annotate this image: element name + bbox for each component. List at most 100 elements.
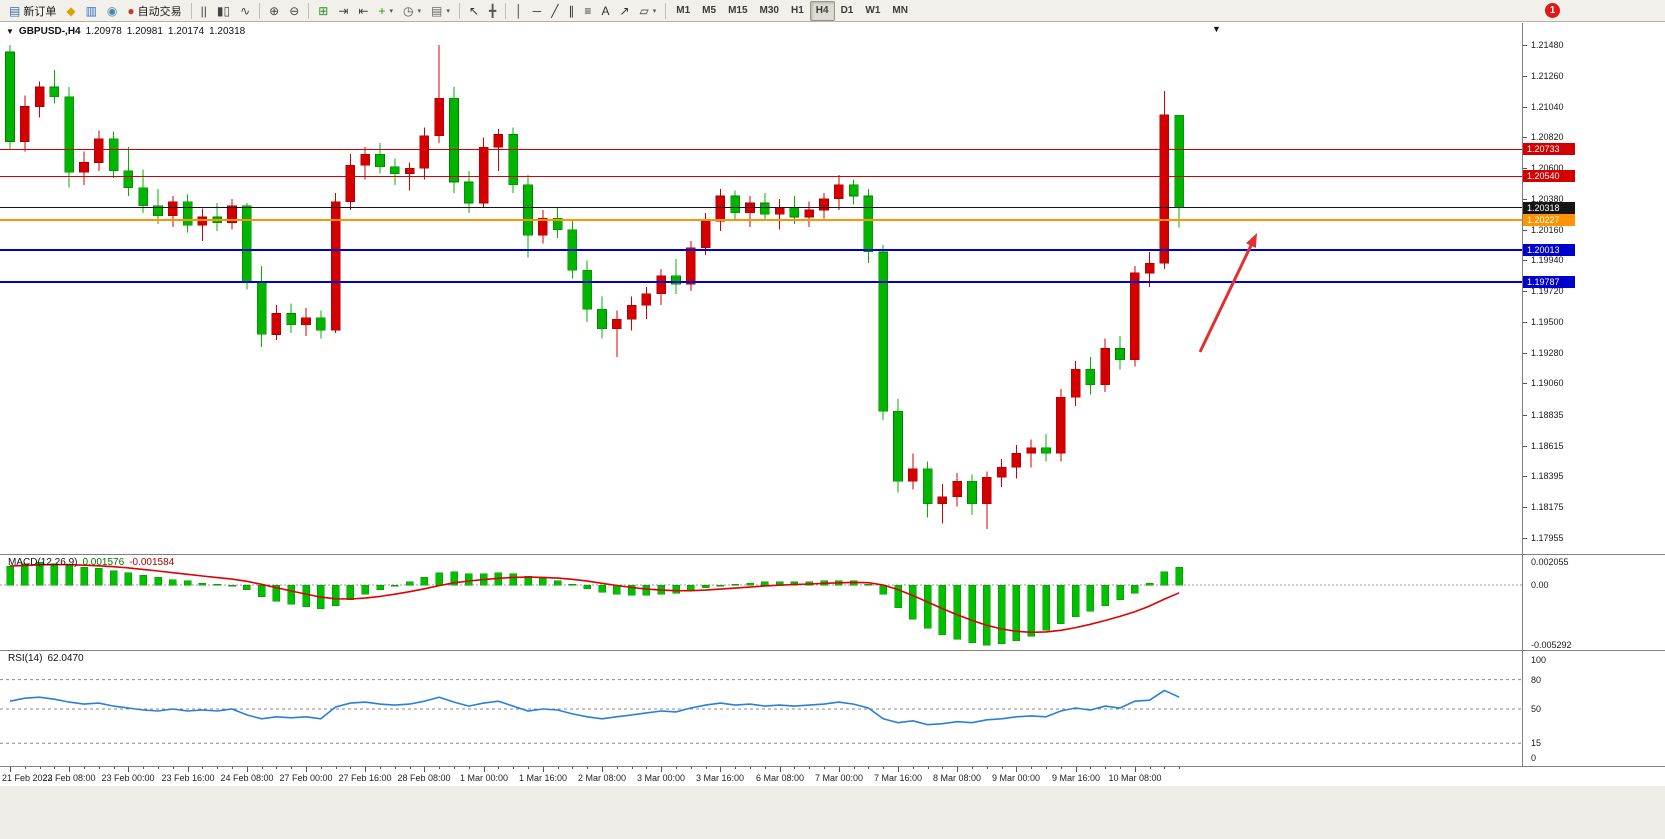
text-button[interactable]: A [596, 1, 614, 21]
bar-chart-button[interactable]: || [196, 1, 212, 21]
macd-bar [1027, 584, 1035, 637]
time-axis-minor-tick [750, 767, 751, 769]
new-order-button[interactable]: ▤ 新订单 [4, 1, 61, 21]
timeframe-m15-button[interactable]: M15 [728, 5, 748, 16]
horizontal-line-button[interactable]: ─ [528, 1, 547, 21]
candle [848, 184, 859, 197]
time-axis-minor-tick [632, 767, 633, 769]
macd-bar [1071, 584, 1080, 618]
indicators-button[interactable]: + ▾ [373, 1, 398, 21]
price-axis[interactable]: 1.21480 1.21260 1.21040 1.20820 1.20600 1.203… [1522, 23, 1665, 766]
rsi-indicator-svg [0, 651, 1522, 766]
time-axis-minor-tick [498, 767, 499, 769]
timeframe-m5-button[interactable]: M5 [702, 5, 717, 16]
time-axis-minor-tick [1164, 767, 1165, 769]
crosshair-button[interactable]: ╋ [484, 1, 501, 21]
candle [1130, 272, 1140, 360]
trendline-button[interactable]: ╱ [546, 1, 563, 21]
notification-badge[interactable]: 1 [1545, 3, 1560, 18]
candle [967, 480, 977, 504]
time-axis-label: 7 Mar 16:00 [873, 773, 923, 783]
time-axis[interactable]: 21 Feb 2023 22 Feb 08:00 23 Feb 00:00 23 Fe… [0, 766, 1665, 786]
arrows-button[interactable]: ↗ [614, 1, 634, 21]
candle [626, 304, 637, 320]
zoom-in-button[interactable]: ⊕ [264, 1, 284, 21]
cursor-button[interactable]: ↖ [464, 1, 484, 21]
candle [138, 187, 148, 207]
toolbar: ▤ 新订单 ◆ ▥ ◉ ● 自动交易 || ▮▯ ∿ ⊕ ⊖ ⊞ ⇥ ⇤ + ▾ ◷ ▾ ▤ ▾ ↖ ╋ │ ─ ╱ ∥ ≡ A ↗ ▱ ▾ M… [0, 0, 1665, 22]
macd-bar [1012, 584, 1021, 641]
time-axis-minor-tick [928, 767, 929, 769]
ohlc-open: 1.20978 [85, 26, 122, 37]
macd-bar [243, 584, 251, 590]
price-axis-label: 1.21040 [1531, 102, 1564, 112]
shapes-button[interactable]: ▱ ▾ [635, 1, 662, 21]
candlestick-chart-button[interactable]: ▮▯ [212, 1, 235, 21]
new-chart-button[interactable]: ◆ [61, 1, 80, 21]
price-tag: 1.20733 [1523, 143, 1575, 155]
pane-divider[interactable] [0, 554, 1665, 555]
time-axis-label: 28 Feb 08:00 [397, 773, 451, 783]
price-axis-tick [1523, 353, 1527, 354]
candle [508, 134, 519, 186]
timeframe-h4-button[interactable]: H4 [809, 0, 835, 21]
line-chart-button[interactable]: ∿ [235, 1, 255, 21]
time-axis-minor-tick [824, 767, 825, 769]
macd-bar [124, 572, 133, 586]
tile-windows-button[interactable]: ⊞ [313, 1, 333, 21]
price-tag: 1.20540 [1523, 170, 1575, 182]
timeframe-d1-button[interactable]: D1 [840, 5, 854, 16]
timeframe-m30-button[interactable]: M30 [759, 5, 779, 16]
timeframe-h1-button[interactable]: H1 [790, 5, 804, 16]
candle [833, 184, 844, 200]
templates-button[interactable]: ▤ ▾ [426, 1, 455, 21]
candle [996, 466, 1007, 478]
vertical-line-button[interactable]: │ [510, 1, 528, 21]
time-axis-minor-tick [173, 767, 174, 769]
price-axis-label: 1.18835 [1531, 410, 1564, 420]
pane-divider[interactable] [0, 650, 1665, 651]
candle [301, 317, 311, 326]
price-axis-label: 1.19500 [1531, 317, 1564, 327]
time-axis-minor-tick [469, 767, 470, 769]
timeframe-w1-button[interactable]: W1 [865, 5, 881, 16]
fibonacci-icon: ≡ [584, 3, 592, 18]
arrow-object[interactable] [1198, 240, 1255, 353]
autotrading-button[interactable]: ● 自动交易 [122, 1, 186, 21]
timeframe-m1-button[interactable]: M1 [676, 5, 691, 16]
macd-bar [909, 584, 917, 620]
time-axis-minor-tick [691, 767, 692, 769]
chart-context-icon[interactable]: ▼ [6, 27, 14, 36]
candle [907, 468, 918, 482]
time-axis-minor-tick [646, 767, 647, 769]
candlestick-chart-icon: ▮▯ [216, 3, 231, 18]
time-axis-label: 1 Mar 00:00 [459, 773, 509, 783]
timeframe-mn-button[interactable]: MN [892, 5, 908, 16]
chart-shift-marker[interactable]: ▼ [1212, 24, 1221, 34]
fibonacci-button[interactable]: ≡ [579, 1, 596, 21]
macd-bar [1086, 584, 1095, 612]
candle [1070, 369, 1081, 398]
navigator-button[interactable]: ◉ [102, 1, 122, 21]
macd-bar [361, 584, 369, 595]
time-axis-label: 22 Feb 08:00 [42, 773, 96, 783]
zoom-out-button[interactable]: ⊖ [284, 1, 304, 21]
candle [1026, 447, 1036, 454]
time-axis-label: 21 Feb 2023 [2, 773, 53, 783]
chart-shift-button[interactable]: ⇤ [353, 1, 373, 21]
time-axis-minor-tick [913, 767, 914, 769]
candle [537, 218, 548, 236]
channel-button[interactable]: ∥ [563, 1, 579, 21]
macd-axis-label: -0.005292 [1531, 640, 1572, 650]
market-watch-button[interactable]: ▥ [81, 1, 102, 21]
macd-bar [1042, 584, 1050, 631]
price-axis-label: 1.18615 [1531, 441, 1564, 451]
auto-scroll-button[interactable]: ⇥ [333, 1, 353, 21]
macd-bar [1057, 584, 1065, 624]
candle [893, 411, 903, 482]
macd-bar [169, 579, 177, 586]
time-axis-minor-tick [410, 767, 411, 769]
periods-button[interactable]: ◷ ▾ [398, 1, 426, 21]
price-axis-tick [1523, 538, 1527, 539]
rsi-label: RSI(14) [8, 653, 43, 664]
